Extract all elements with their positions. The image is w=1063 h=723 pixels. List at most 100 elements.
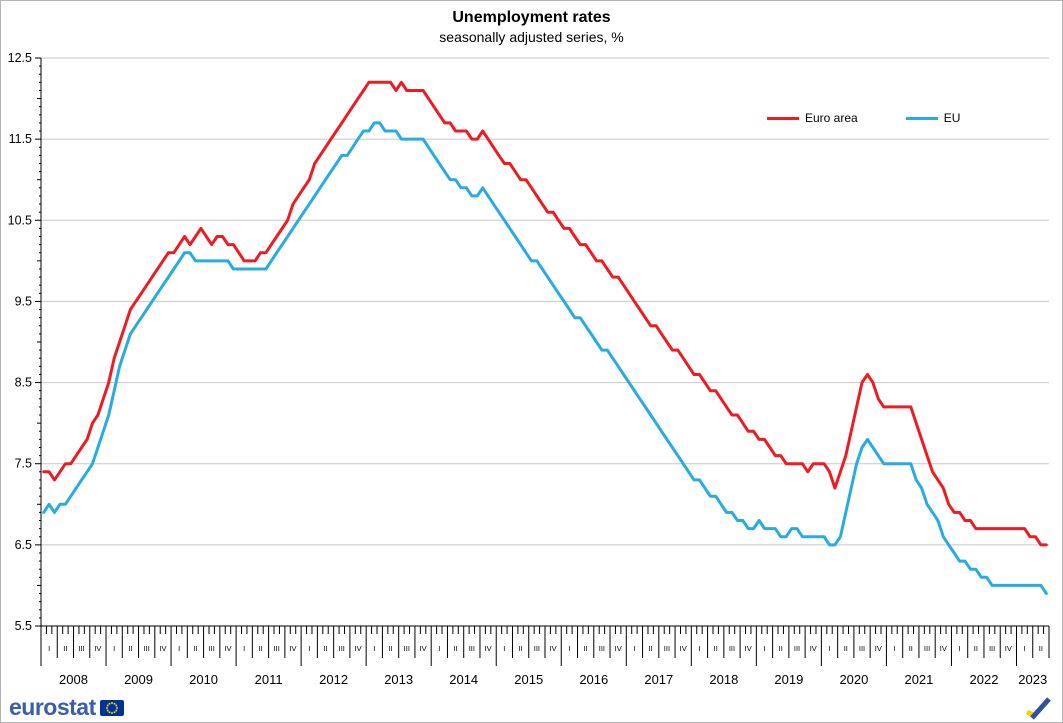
svg-text:IV: IV: [550, 644, 557, 653]
svg-text:IV: IV: [875, 644, 882, 653]
svg-text:2009: 2009: [124, 672, 153, 687]
svg-text:IV: IV: [159, 644, 166, 653]
svg-text:II: II: [974, 644, 978, 653]
svg-text:III: III: [729, 644, 735, 653]
svg-text:2018: 2018: [709, 672, 738, 687]
svg-text:2016: 2016: [579, 672, 608, 687]
svg-text:II: II: [193, 644, 197, 653]
legend-label-eu: EU: [943, 111, 961, 125]
chart-title: Unemployment rates: [452, 9, 611, 26]
svg-text:IV: IV: [680, 644, 687, 653]
svg-text:7.5: 7.5: [15, 457, 32, 471]
svg-text:2021: 2021: [904, 672, 933, 687]
svg-text:II: II: [519, 644, 523, 653]
svg-text:2023: 2023: [1018, 672, 1047, 687]
svg-text:III: III: [339, 644, 345, 653]
svg-text:II: II: [779, 644, 783, 653]
svg-text:IV: IV: [289, 644, 296, 653]
svg-text:IV: IV: [745, 644, 752, 653]
svg-text:II: II: [909, 644, 913, 653]
svg-text:8.5: 8.5: [15, 376, 32, 390]
eurostat-logo: eurostat: [9, 696, 124, 719]
year-labels: 2008 2009 2010 2011 2012 2013 2014 2015 2016 2017…: [59, 672, 1047, 687]
svg-text:2015: 2015: [514, 672, 543, 687]
svg-text:III: III: [469, 644, 475, 653]
svg-text:IV: IV: [354, 644, 361, 653]
footer: eurostat: [1, 692, 1062, 722]
title-block: Unemployment rates seasonally adjusted s…: [1, 9, 1062, 45]
svg-text:I: I: [438, 644, 440, 653]
svg-text:I: I: [894, 644, 896, 653]
svg-text:IV: IV: [940, 644, 947, 653]
svg-text:2022: 2022: [970, 672, 999, 687]
svg-text:III: III: [599, 644, 605, 653]
svg-text:IV: IV: [810, 644, 817, 653]
svg-text:II: II: [649, 644, 653, 653]
svg-text:II: II: [323, 644, 327, 653]
svg-text:2019: 2019: [774, 672, 803, 687]
svg-text:II: II: [388, 644, 392, 653]
x-axis: [40, 625, 1050, 666]
svg-text:IV: IV: [420, 644, 427, 653]
svg-text:II: II: [128, 644, 132, 653]
svg-text:III: III: [664, 644, 670, 653]
svg-text:9.5: 9.5: [15, 294, 32, 308]
svg-text:III: III: [989, 644, 995, 653]
svg-text:I: I: [178, 644, 180, 653]
svg-text:III: III: [209, 644, 215, 653]
svg-text:2010: 2010: [189, 672, 218, 687]
svg-text:I: I: [568, 644, 570, 653]
svg-text:I: I: [503, 644, 505, 653]
svg-text:10.5: 10.5: [8, 213, 32, 227]
svg-text:I: I: [698, 644, 700, 653]
svg-text:I: I: [373, 644, 375, 653]
gridlines: [41, 57, 1049, 546]
eu-flag-icon: [99, 699, 124, 716]
svg-text:I: I: [113, 644, 115, 653]
quarter-labels: I II III IV I II III IV I II III IV I II III IV I II III IV…: [48, 644, 1043, 653]
svg-text:IV: IV: [1005, 644, 1012, 653]
svg-text:2012: 2012: [319, 672, 348, 687]
svg-text:11.5: 11.5: [9, 132, 32, 146]
svg-text:III: III: [859, 644, 865, 653]
legend-item-eu: EU: [905, 111, 961, 125]
svg-text:III: III: [144, 644, 150, 653]
svg-text:5.5: 5.5: [15, 619, 32, 633]
svg-text:II: II: [1039, 644, 1043, 653]
svg-text:IV: IV: [615, 644, 622, 653]
svg-text:IV: IV: [224, 644, 231, 653]
svg-text:III: III: [534, 644, 540, 653]
svg-text:2008: 2008: [59, 672, 88, 687]
svg-text:III: III: [404, 644, 410, 653]
eurostat-wordmark: eurostat: [9, 694, 96, 720]
euro-area-line: [42, 80, 1048, 547]
svg-text:I: I: [633, 644, 635, 653]
svg-text:I: I: [763, 644, 765, 653]
blue-yellow-arrow-icon: [1025, 697, 1051, 720]
svg-text:2014: 2014: [449, 672, 478, 687]
legend-swatch-0: [767, 116, 799, 120]
svg-text:III: III: [924, 644, 930, 653]
svg-text:I: I: [1024, 644, 1026, 653]
svg-text:I: I: [48, 644, 50, 653]
svg-text:III: III: [274, 644, 280, 653]
svg-text:I: I: [959, 644, 961, 653]
svg-text:II: II: [584, 644, 588, 653]
eu-line: [42, 121, 1048, 595]
svg-text:I: I: [828, 644, 830, 653]
y-axis-labels: 5.5 6.5 7.5 8.5 9.5 10.5 11.5 12.5: [8, 51, 32, 633]
svg-text:IV: IV: [94, 644, 101, 653]
svg-text:6.5: 6.5: [15, 538, 32, 552]
svg-text:I: I: [308, 644, 310, 653]
svg-text:II: II: [714, 644, 718, 653]
svg-text:III: III: [79, 644, 85, 653]
svg-text:I: I: [243, 644, 245, 653]
legend-label-euro-area: Euro area: [805, 111, 858, 125]
svg-text:2011: 2011: [255, 672, 283, 687]
chart-subtitle: seasonally adjusted series, %: [439, 29, 624, 45]
unemployment-line-chart: 5.56.57.58.59.510.511.512.5I II III IV I II II…: [8, 51, 1050, 687]
svg-text:2017: 2017: [644, 672, 673, 687]
svg-text:2020: 2020: [839, 672, 868, 687]
svg-text:IV: IV: [485, 644, 492, 653]
